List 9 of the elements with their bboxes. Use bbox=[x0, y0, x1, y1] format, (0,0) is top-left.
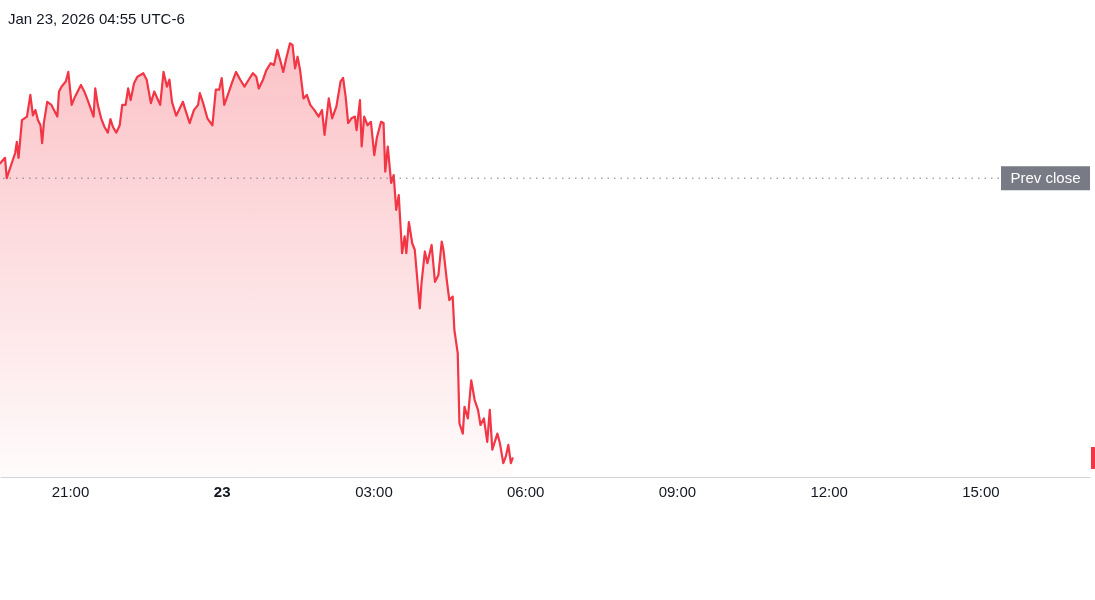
chart-title: Jan 23, 2026 04:55 UTC-6 bbox=[8, 10, 185, 27]
x-tick-label: 12:00 bbox=[810, 482, 848, 500]
x-tick-label: 15:00 bbox=[962, 482, 1000, 500]
x-tick-label: 06:00 bbox=[506, 482, 545, 500]
x-tick-label: 23 bbox=[213, 482, 231, 500]
ref-line-label: Prev close bbox=[1010, 169, 1081, 187]
x-tick-label: 09:00 bbox=[658, 482, 697, 500]
x-tick-label: 21:00 bbox=[51, 482, 90, 500]
x-tick-label: 03:00 bbox=[355, 482, 393, 500]
